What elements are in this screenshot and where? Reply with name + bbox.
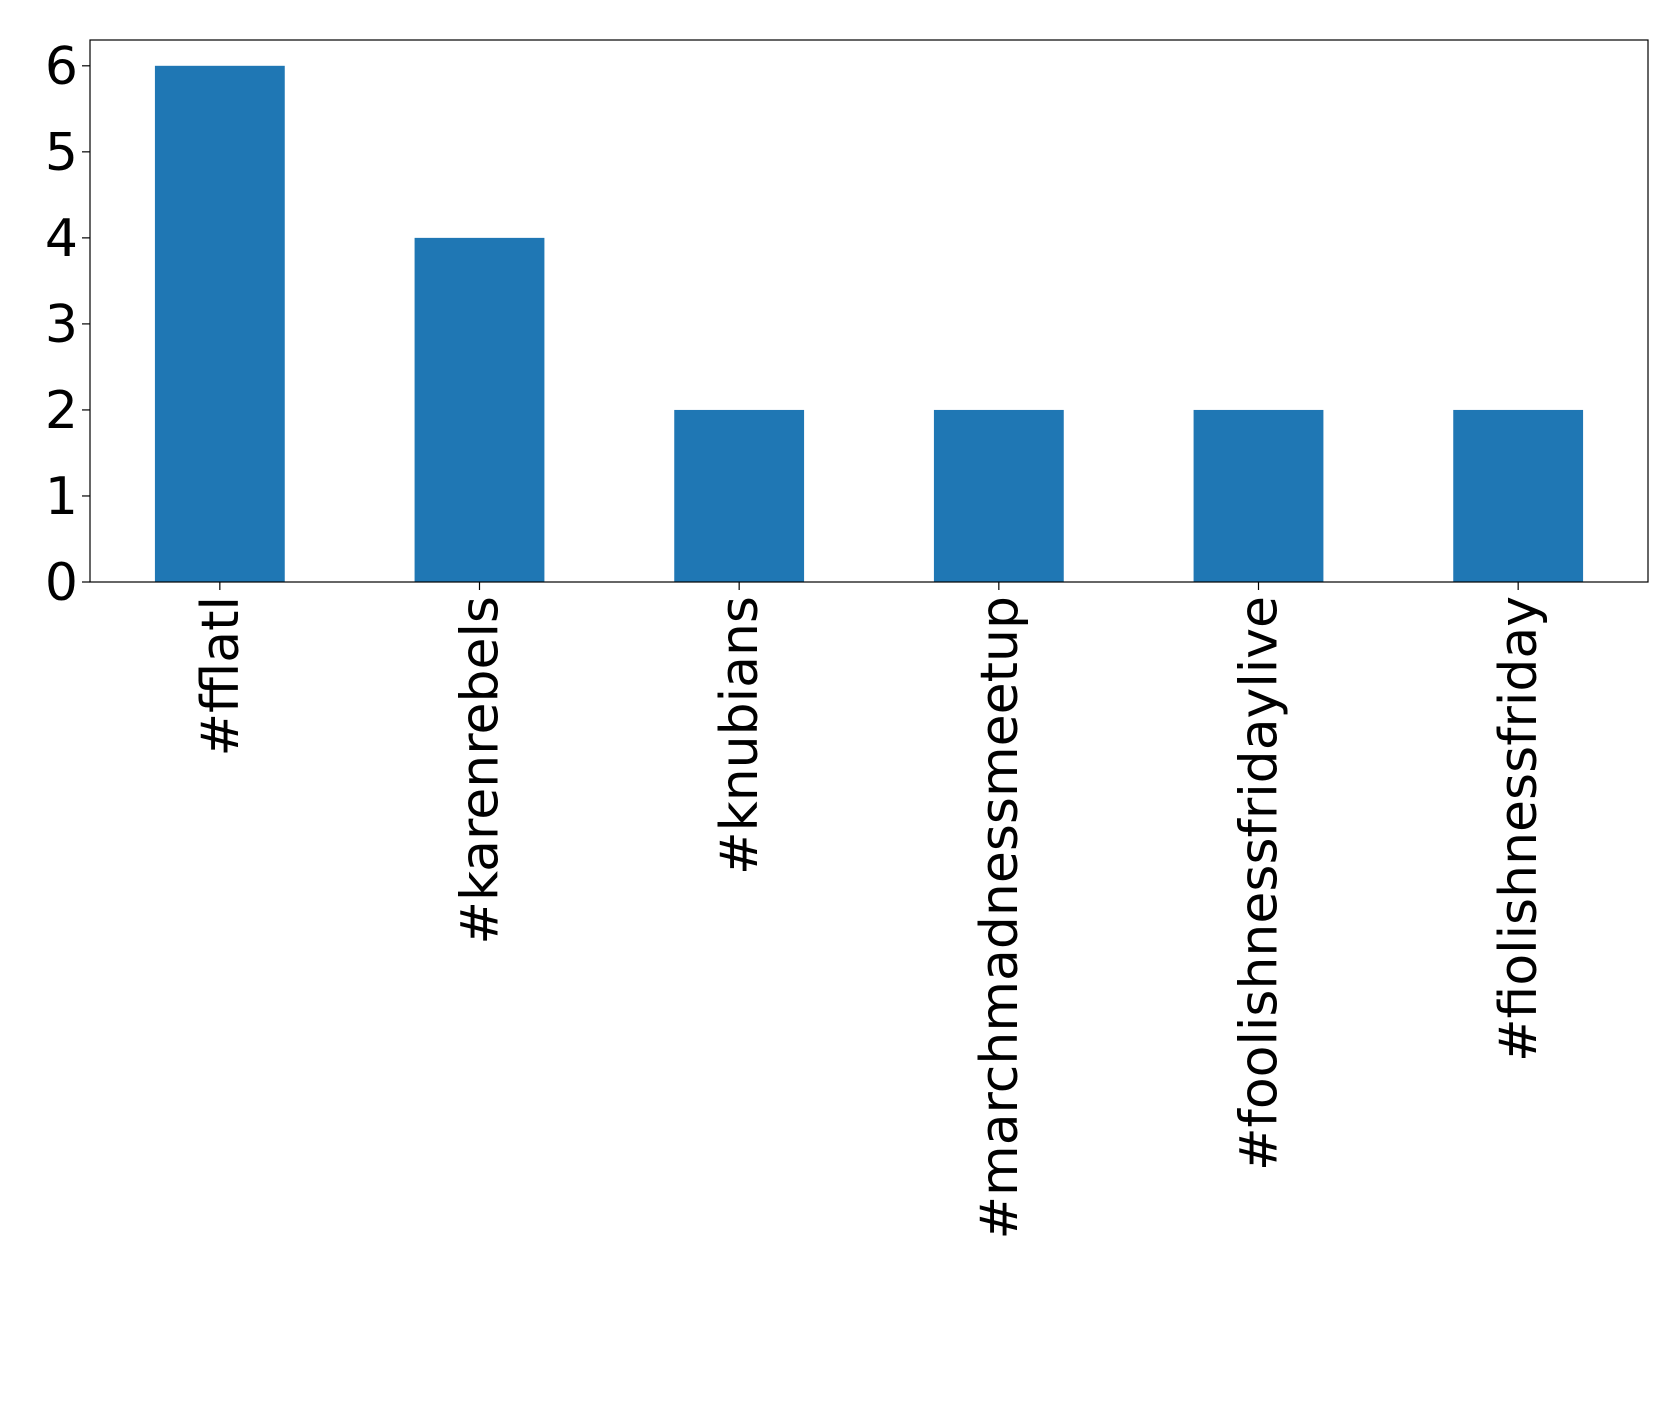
y-tick-label-0: 0 <box>45 553 78 613</box>
bar-4 <box>1193 409 1324 582</box>
labels-layer: 0 1 2 3 4 5 6 #fflatl #karenrebels #knubians #marc… <box>45 37 1549 1240</box>
x-tick-label-0: #fflatl <box>191 596 251 757</box>
x-tick-label-3: #marchmadnessmeetup <box>970 596 1030 1240</box>
bar-3 <box>933 409 1064 582</box>
y-tick-label-3: 3 <box>45 295 78 355</box>
y-tick-label-6: 6 <box>45 37 78 97</box>
x-tick-label-5: #fiolishnessfriday <box>1489 596 1549 1062</box>
bar-1 <box>414 237 545 582</box>
axes-layer <box>82 39 1649 590</box>
x-tick-label-4: #foolishnessfridaylive <box>1230 596 1290 1171</box>
bar-0 <box>154 65 285 582</box>
y-tick-label-5: 5 <box>45 123 78 183</box>
y-tick-label-2: 2 <box>45 381 78 441</box>
x-tick-label-2: #knubians <box>710 596 770 875</box>
x-tick-label-1: #karenrebels <box>451 596 511 945</box>
plot-frame <box>89 39 1649 583</box>
bar-5 <box>1453 409 1584 582</box>
bars-layer <box>154 65 1584 582</box>
bar-2 <box>674 409 805 582</box>
y-tick-label-4: 4 <box>45 209 78 269</box>
y-tick-label-1: 1 <box>45 467 78 527</box>
